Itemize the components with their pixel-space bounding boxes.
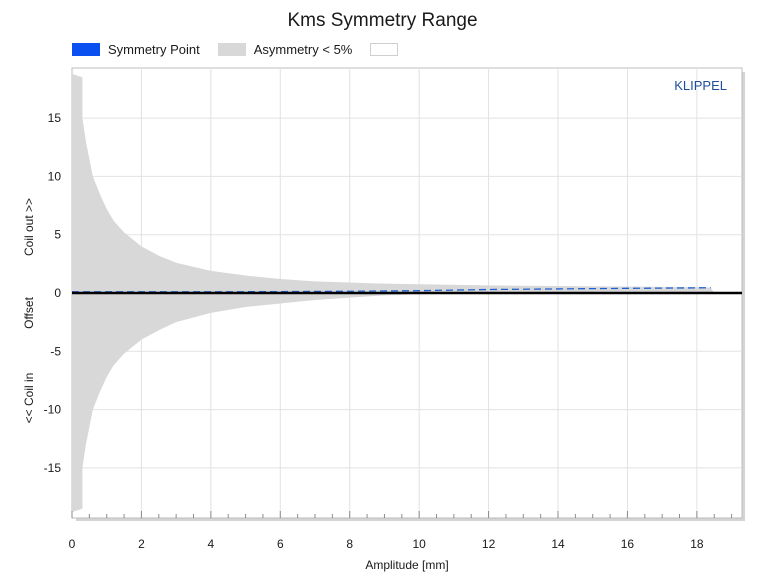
x-tick-label-6: 12 bbox=[482, 537, 496, 551]
legend-swatch-white bbox=[370, 42, 399, 56]
y-tick-label-4: -5 bbox=[50, 344, 61, 358]
x-tick-label-0: 0 bbox=[69, 537, 76, 551]
legend-swatch-blue bbox=[72, 42, 100, 56]
y-axis-title-top: Coil out >> bbox=[22, 198, 36, 256]
legend-item-empty bbox=[370, 42, 406, 56]
chart-title: Kms Symmetry Range bbox=[287, 10, 478, 31]
line-layer bbox=[72, 287, 742, 295]
y-tick-label-2: 5 bbox=[54, 228, 61, 242]
y-axis-title-bottom: << Coil in bbox=[22, 373, 36, 424]
legend-item-asymmetry: Asymmetry < 5% bbox=[217, 41, 353, 57]
x-tick-label-4: 8 bbox=[346, 537, 353, 551]
y-tick-label-6: -15 bbox=[44, 461, 62, 475]
y-tick-label-0: 15 bbox=[48, 111, 62, 125]
watermark-klippel: KLIPPEL bbox=[674, 78, 727, 93]
legend: Symmetry Point Asymmetry < 5% bbox=[72, 40, 424, 58]
y-axis-title-middle: Offset bbox=[22, 296, 36, 328]
x-axis-title: Amplitude [mm] bbox=[365, 558, 448, 572]
x-tick-label-3: 6 bbox=[277, 537, 284, 551]
y-tick-label-1: 10 bbox=[48, 169, 62, 183]
legend-swatch-gray bbox=[217, 42, 246, 56]
axis-ticks bbox=[71, 511, 733, 518]
x-tick-label-1: 2 bbox=[138, 537, 145, 551]
y-tick-label-5: -10 bbox=[44, 403, 62, 417]
legend-item-symmetry-point: Symmetry Point bbox=[72, 42, 200, 57]
x-tick-label-2: 4 bbox=[208, 537, 215, 551]
legend-label-symmetry-point: Symmetry Point bbox=[108, 41, 200, 57]
legend-label-asymmetry: Asymmetry < 5% bbox=[253, 41, 353, 57]
tick-labels: 0 2 4 6 8 10 12 14 16 18 15 10 5 0 -5 -10 -15 bbox=[44, 111, 704, 551]
x-tick-label-9: 18 bbox=[690, 537, 704, 551]
x-tick-label-8: 16 bbox=[621, 537, 635, 551]
x-tick-label-7: 14 bbox=[551, 537, 565, 551]
y-tick-label-3: 0 bbox=[54, 286, 61, 300]
x-tick-label-5: 10 bbox=[412, 537, 426, 551]
